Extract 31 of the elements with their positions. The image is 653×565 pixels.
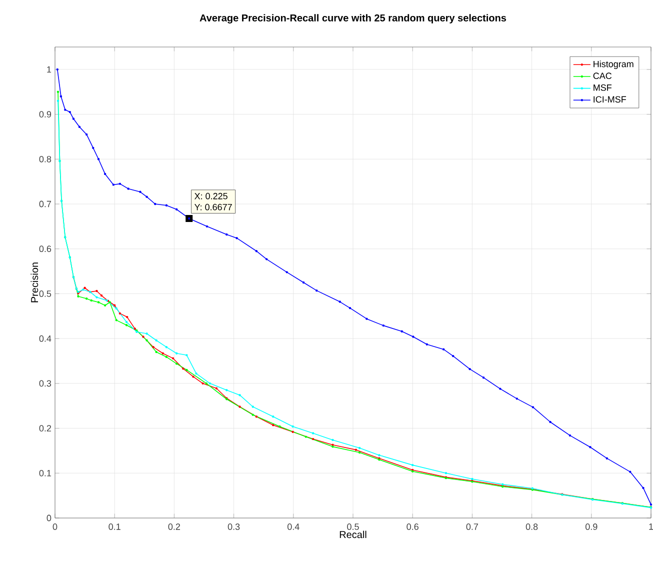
x-tick-label: 0.5 xyxy=(347,524,359,530)
x-tick-label: 0 xyxy=(52,524,58,530)
y-tick-label: 1 xyxy=(47,66,52,73)
y-tick-label: 0.4 xyxy=(39,335,52,342)
x-tick-label: 0.2 xyxy=(168,524,180,530)
x-tick-label: 0.7 xyxy=(466,524,478,530)
y-tick-label: 0.7 xyxy=(39,200,52,208)
legend-label: ICI-MSF xyxy=(594,96,626,103)
y-tick-label: 0.1 xyxy=(39,470,52,476)
y-tick-label: 0.2 xyxy=(39,425,52,432)
y-tick-label: 0.8 xyxy=(39,156,52,162)
legend-label: MSF xyxy=(594,84,612,91)
x-tick-label: 0.8 xyxy=(526,524,538,530)
x-tick-label: 1 xyxy=(649,524,653,530)
annotation: Y: 0.6677 xyxy=(194,204,232,210)
y-tick-label: 0.3 xyxy=(39,380,52,387)
x-axis-title: Recall xyxy=(340,530,366,538)
x-tick-label: 0.3 xyxy=(228,524,240,530)
x-tick-label: 0.1 xyxy=(108,524,120,530)
x-tick-label: 0.9 xyxy=(585,524,598,530)
legend-label: Histogram xyxy=(594,60,634,70)
x-tick-label: 0.4 xyxy=(287,524,300,530)
y-tick-label: 0.6 xyxy=(39,246,52,252)
legend-label: CAC xyxy=(593,72,612,80)
x-tick-label: 0.6 xyxy=(406,524,418,530)
y-axis-title: Precision xyxy=(30,262,38,302)
y-tick-label: 0 xyxy=(46,514,52,522)
chart-title: Average Precision-Recall curve with 25 random query selections xyxy=(200,14,506,24)
annotation: X: 0.225 xyxy=(194,192,228,200)
y-tick-label: 0.5 xyxy=(39,290,52,297)
y-tick-label: 0.9 xyxy=(39,111,52,118)
